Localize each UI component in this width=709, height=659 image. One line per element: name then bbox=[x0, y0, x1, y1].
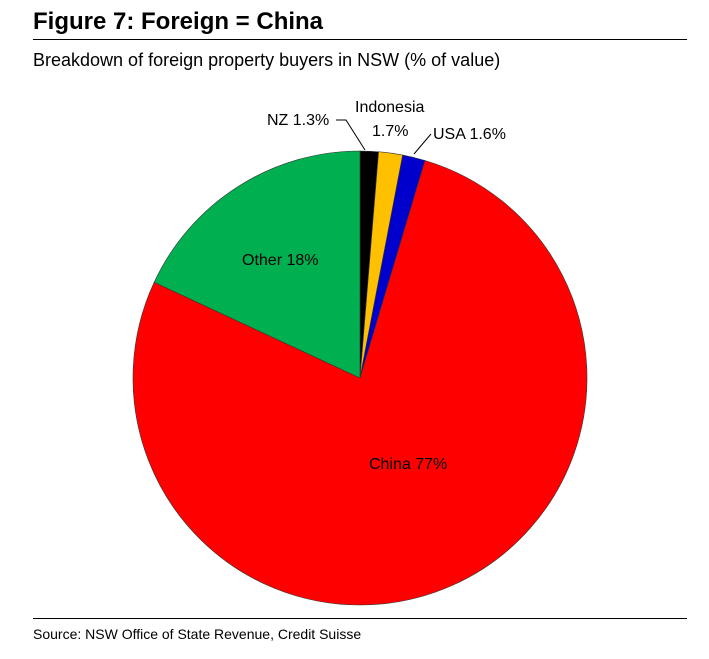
title-rule bbox=[33, 39, 687, 40]
slice-label-china: China 77% bbox=[369, 456, 447, 473]
pie-slices bbox=[132, 150, 588, 606]
pie-labels: NZ 1.3% Indonesia 1.7% USA 1.6% China 77… bbox=[242, 99, 506, 473]
label-leader-lines bbox=[336, 119, 432, 155]
slice-label-other: Other 18% bbox=[242, 252, 318, 269]
leader-line-usa bbox=[413, 133, 432, 155]
slice-label-indonesia-name: Indonesia bbox=[355, 99, 424, 116]
leader-line-nz bbox=[336, 119, 366, 151]
pie-slice-other bbox=[153, 150, 361, 379]
footer-rule bbox=[33, 618, 687, 619]
pie-slice-china bbox=[132, 160, 588, 606]
source-note: Source: NSW Office of State Revenue, Cre… bbox=[33, 626, 362, 642]
chart-subtitle: Breakdown of foreign property buyers in … bbox=[33, 50, 501, 70]
slice-label-nz: NZ 1.3% bbox=[267, 112, 329, 129]
slice-label-usa: USA 1.6% bbox=[433, 126, 506, 143]
figure-title: Figure 7: Foreign = China bbox=[33, 8, 324, 35]
slice-label-indonesia-value: 1.7% bbox=[372, 123, 408, 140]
